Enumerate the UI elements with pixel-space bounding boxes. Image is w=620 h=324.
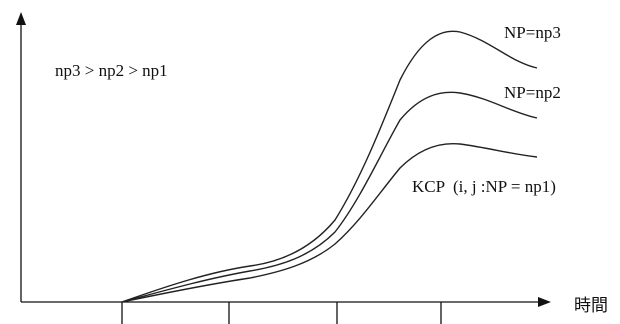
y-axis-arrow-icon — [16, 12, 26, 25]
x-axis-label: 時間 — [574, 296, 608, 315]
series-line-np2 — [121, 91, 538, 303]
chart-annotation: np3 > np2 > np1 — [55, 61, 168, 80]
series-label-np3: NP=np3 — [504, 23, 561, 42]
x-axis-arrow-icon — [538, 297, 551, 307]
series-line-np3 — [121, 30, 538, 303]
series-line-np1 — [121, 142, 538, 303]
series-label-np2: NP=np2 — [504, 83, 561, 102]
series-label-np1: KCP (i, j :NP = np1) — [412, 177, 556, 196]
